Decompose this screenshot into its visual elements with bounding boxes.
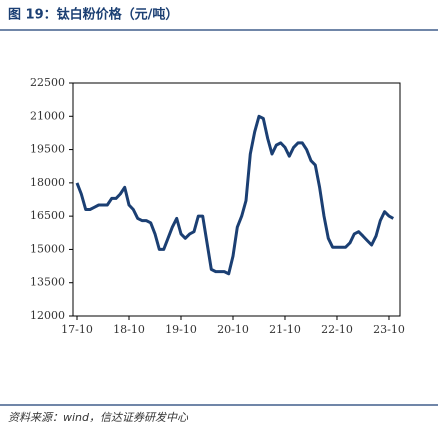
- x-tick-label: 19-10: [165, 323, 197, 336]
- price-line: [75, 114, 395, 276]
- y-tick-label: 21000: [30, 109, 65, 122]
- y-tick-label: 18000: [30, 176, 65, 189]
- x-tick-label: 20-10: [217, 323, 249, 336]
- y-tick-label: 15000: [30, 242, 65, 255]
- y-tick-label: 13500: [30, 276, 65, 289]
- x-tick-label: 17-10: [61, 323, 93, 336]
- plot-frame: [72, 82, 401, 317]
- chart-title: 图 19：钛白粉价格（元/吨）: [8, 7, 178, 23]
- x-tick-label: 22-10: [321, 323, 353, 336]
- y-tick-label: 12000: [30, 309, 65, 322]
- x-tick-label: 18-10: [113, 323, 145, 336]
- x-tick-label: 23-10: [373, 323, 405, 336]
- source-note: 资料来源：wind，信达证券研发中心: [8, 411, 189, 424]
- y-tick-label: 16500: [30, 209, 65, 222]
- y-tick-label: 22500: [30, 76, 65, 89]
- x-tick-label: 21-10: [269, 323, 301, 336]
- y-tick-label: 19500: [30, 143, 65, 156]
